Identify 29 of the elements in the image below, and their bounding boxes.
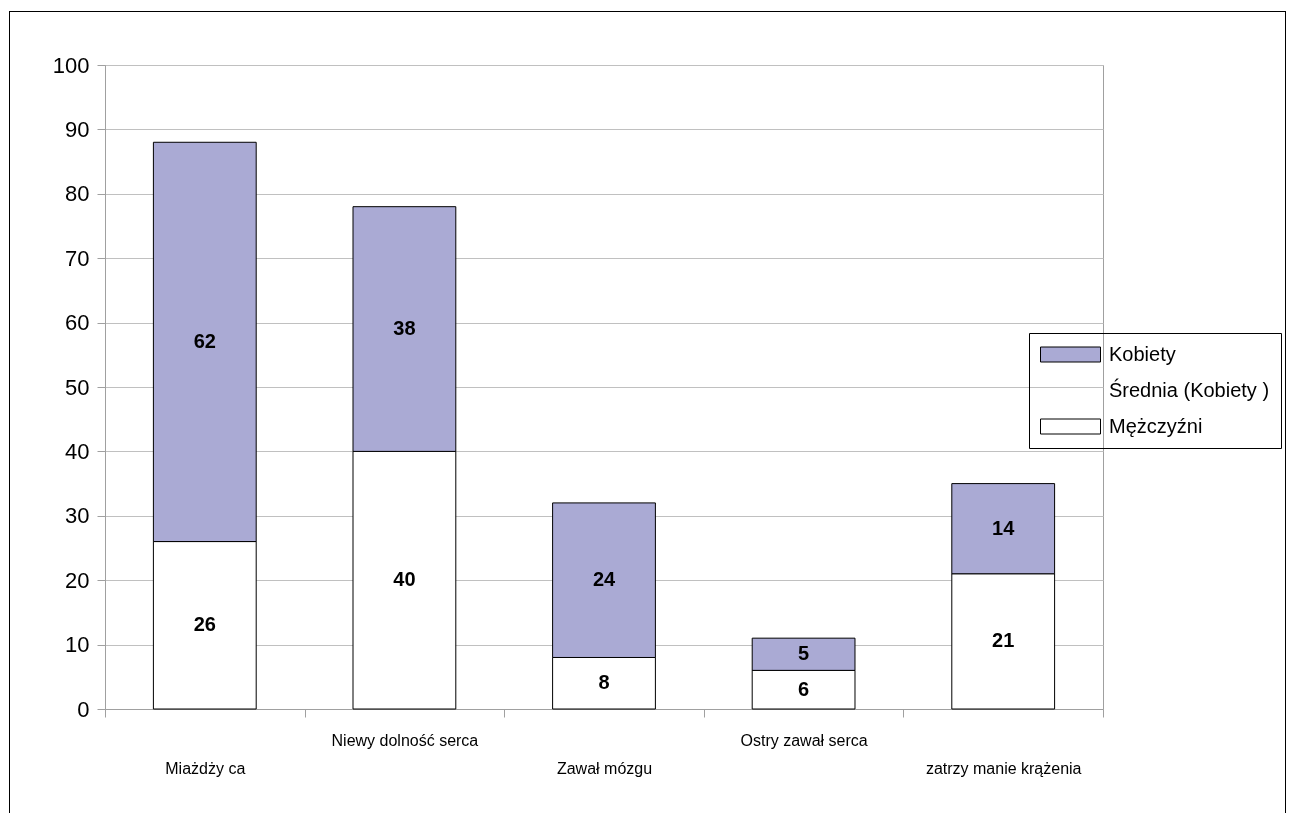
legend-label: Kobiety: [1109, 342, 1176, 365]
y-tick-label: 60: [65, 310, 90, 336]
y-tick-label: 100: [52, 52, 90, 78]
y-tick-label: 80: [65, 181, 90, 207]
data-label: 62: [193, 329, 216, 352]
y-tick-label: 40: [65, 438, 90, 464]
x-tick-label: zatrzy manie krążenia: [925, 759, 1082, 777]
data-label: 24: [592, 568, 616, 591]
y-tick-label: 30: [65, 503, 90, 529]
legend-label: Mężczyźni: [1109, 414, 1203, 437]
x-tick-label: Zawał mózgu: [556, 759, 653, 777]
data-label: 26: [193, 613, 216, 636]
y-tick-label: 90: [65, 116, 90, 142]
y-tick-label: 70: [65, 245, 90, 271]
data-label: 6: [798, 677, 810, 700]
text: Średnia (Kobiety ): [1109, 377, 1270, 401]
x-tick-label: Ostry zawał serca: [740, 731, 868, 749]
data-label: 40: [393, 568, 416, 591]
x-tick-label: Niewy dolność serca: [331, 731, 479, 749]
data-label: 14: [992, 516, 1016, 539]
y-tick-label: 20: [65, 567, 90, 593]
data-label: 5: [798, 642, 810, 665]
data-label: 8: [598, 671, 610, 694]
x-tick-label: Miażdży ca: [165, 759, 246, 777]
y-tick-label: 10: [65, 632, 90, 658]
y-tick-label: 50: [65, 374, 90, 400]
data-label: 21: [992, 629, 1015, 652]
y-tick-label: 0: [77, 696, 90, 722]
data-label: 38: [393, 317, 416, 340]
